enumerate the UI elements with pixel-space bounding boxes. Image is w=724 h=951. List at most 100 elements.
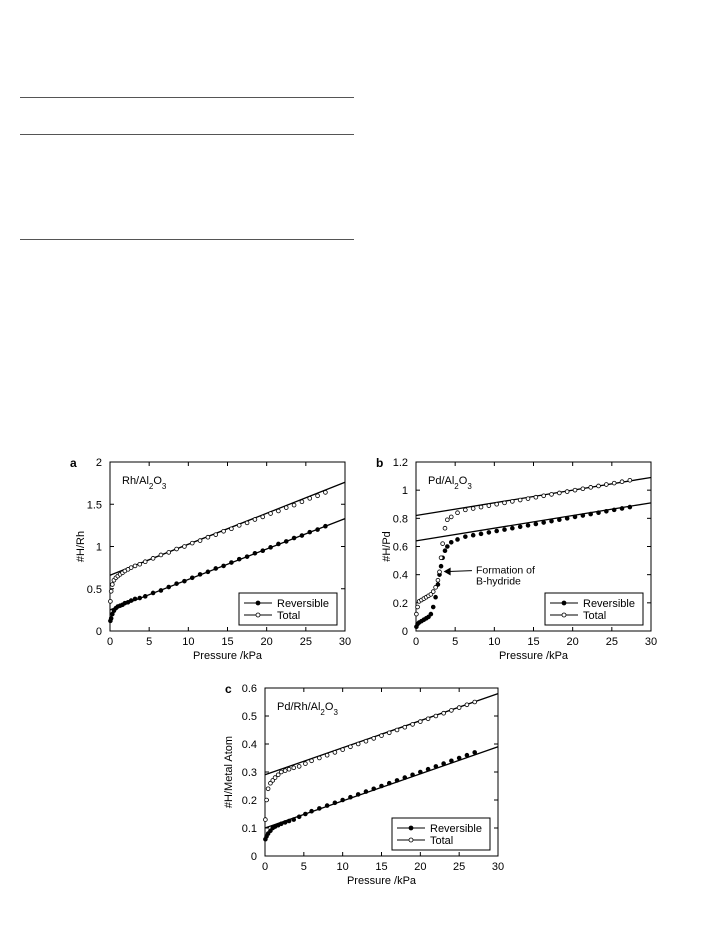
chart-a-point-reversible bbox=[182, 578, 187, 584]
chart-c-point-total bbox=[433, 713, 439, 719]
chart-b-point-total bbox=[430, 589, 436, 594]
chart-c-ytick-label: 0.5 bbox=[242, 711, 257, 723]
chart-c-point-reversible bbox=[425, 766, 431, 772]
chart-a-point-total bbox=[166, 550, 172, 555]
chart-b-point-total bbox=[494, 501, 499, 507]
chart-b-point-reversible bbox=[470, 532, 476, 538]
chart-a-legend-label-total: Total bbox=[277, 610, 300, 622]
chart-b-point-reversible bbox=[510, 525, 515, 531]
chart-a-panel-letter: a bbox=[70, 456, 77, 470]
chart-c-legend-marker-reversible bbox=[408, 825, 414, 831]
chart-b-xtick-label: 15 bbox=[527, 636, 539, 648]
chart-b-title-main: Pd/Al bbox=[428, 475, 454, 487]
chart-a-point-reversible bbox=[268, 545, 273, 550]
chart-b-xtick-label: 30 bbox=[645, 636, 657, 648]
chart-b-legend-label-reversible: Reversible bbox=[583, 598, 635, 610]
chart-c-point-total bbox=[317, 755, 322, 761]
chart-a-title-sub1: 2 bbox=[149, 482, 154, 491]
chart-a-xtick-label: 10 bbox=[182, 636, 194, 648]
chart-a-point-reversible bbox=[229, 560, 234, 565]
chart-a-xtick-label: 20 bbox=[261, 636, 273, 648]
chart-c-point-reversible bbox=[296, 814, 302, 820]
chart-b-point-total bbox=[415, 604, 420, 610]
chart-c-ytick-label: 0.6 bbox=[242, 683, 257, 695]
chart-c-point-reversible bbox=[449, 758, 454, 764]
chart-b-fit-line-1 bbox=[415, 476, 652, 517]
chart-a-point-total bbox=[128, 565, 134, 570]
chart-a-xtick-label: 0 bbox=[107, 636, 113, 648]
chart-c-point-reversible bbox=[303, 811, 308, 817]
chart-b-xtick-label: 10 bbox=[488, 636, 500, 648]
chart-b-point-reversible bbox=[445, 544, 450, 549]
chart-c-legend-box bbox=[391, 817, 491, 851]
chart-b-point-total bbox=[445, 517, 450, 523]
chart-c-xtick-label: 5 bbox=[301, 861, 307, 873]
chart-a-title-main: Rh/Al bbox=[122, 475, 149, 487]
chart-b-point-total bbox=[557, 490, 562, 496]
chart-b-point-total bbox=[541, 493, 546, 499]
chart-c-point-reversible bbox=[410, 772, 415, 778]
chart-b-annotation-text: B-hydride bbox=[476, 576, 521, 588]
chart-b-xtick-label: 0 bbox=[413, 636, 419, 648]
chart-b-point-reversible bbox=[619, 506, 625, 511]
chart-c-ytick-label: 0.2 bbox=[242, 795, 257, 807]
chart-a-point-reversible bbox=[323, 523, 328, 529]
chart-a-title-mid: O bbox=[153, 475, 162, 487]
chart-a-point-reversible bbox=[244, 554, 250, 559]
chart-c-xtick-label: 15 bbox=[375, 861, 387, 873]
chart-a-point-total bbox=[205, 534, 211, 540]
chart-c-point-total bbox=[363, 738, 369, 744]
chart-b-point-reversible bbox=[557, 517, 562, 523]
chart-a-fit-line-1 bbox=[109, 481, 346, 576]
chart-b-xlabel: Pressure /kPa bbox=[499, 650, 569, 662]
chart-b-point-total bbox=[517, 497, 523, 503]
chart-a-point-total bbox=[108, 599, 113, 604]
chart-b-ytick-label: 1 bbox=[402, 485, 408, 497]
chart-c-xtick-label: 25 bbox=[453, 861, 465, 873]
chart-c-point-total bbox=[456, 705, 462, 710]
chart-a-ytick-label: 1 bbox=[96, 542, 102, 554]
chart-c-point-total bbox=[309, 758, 314, 764]
chart-a-point-total bbox=[137, 561, 143, 567]
chart-a-point-reversible bbox=[276, 541, 281, 547]
chart-c-point-reversible bbox=[379, 783, 384, 789]
chart-b-title-sub2: 3 bbox=[467, 482, 472, 491]
chart-a-point-reversible bbox=[142, 594, 148, 599]
chart-b-point-total bbox=[549, 492, 554, 497]
chart-c-point-reversible bbox=[456, 755, 462, 761]
chart-c-point-total bbox=[332, 750, 338, 755]
chart-c-ytick-label: 0.4 bbox=[242, 739, 257, 751]
chart-b-point-reversible bbox=[533, 521, 539, 527]
chart-c-point-total bbox=[324, 752, 330, 758]
table-rule-top bbox=[20, 97, 354, 98]
chart-a-legend-marker-total bbox=[255, 612, 261, 618]
chart-c-point-total bbox=[425, 716, 431, 722]
chart-a-point-reversible bbox=[174, 581, 179, 586]
chart-b-point-reversible bbox=[435, 582, 441, 587]
chart-b-point-total bbox=[448, 514, 454, 520]
chart-a-point-reversible bbox=[307, 529, 313, 535]
chart-b-title-sub1: 2 bbox=[454, 482, 459, 491]
chart-a-point-reversible bbox=[132, 596, 138, 602]
chart-a-point-reversible bbox=[150, 590, 156, 596]
chart-b-point-total bbox=[437, 569, 442, 575]
chart-a-legend-label-reversible: Reversible bbox=[277, 598, 329, 610]
chart-c-point-total bbox=[394, 727, 400, 733]
chart-a-fit-line-2 bbox=[109, 518, 346, 611]
chart-c-title-mid: O bbox=[325, 701, 334, 713]
chart-b-panel-letter: b bbox=[376, 456, 383, 470]
chart-b-point-reversible bbox=[627, 504, 633, 510]
chart-b-ytick-label: 0.4 bbox=[393, 570, 408, 582]
chart-a-point-total bbox=[244, 520, 250, 526]
chart-c-point-reversible bbox=[355, 792, 361, 797]
chart-c-title-sub2: 3 bbox=[333, 708, 338, 717]
chart-a-point-total bbox=[268, 511, 273, 516]
chart-a-point-reversible bbox=[291, 535, 297, 541]
chart-c-point-reversible bbox=[441, 761, 446, 766]
chart-c-point-total bbox=[340, 747, 345, 752]
chart-c-title-main: Pd/Rh/Al bbox=[277, 701, 320, 713]
chart-c-point-total bbox=[379, 733, 384, 738]
chart-b-point-total bbox=[604, 482, 609, 487]
chart-c-point-total bbox=[272, 775, 278, 780]
chart-c-point-reversible bbox=[340, 797, 345, 803]
